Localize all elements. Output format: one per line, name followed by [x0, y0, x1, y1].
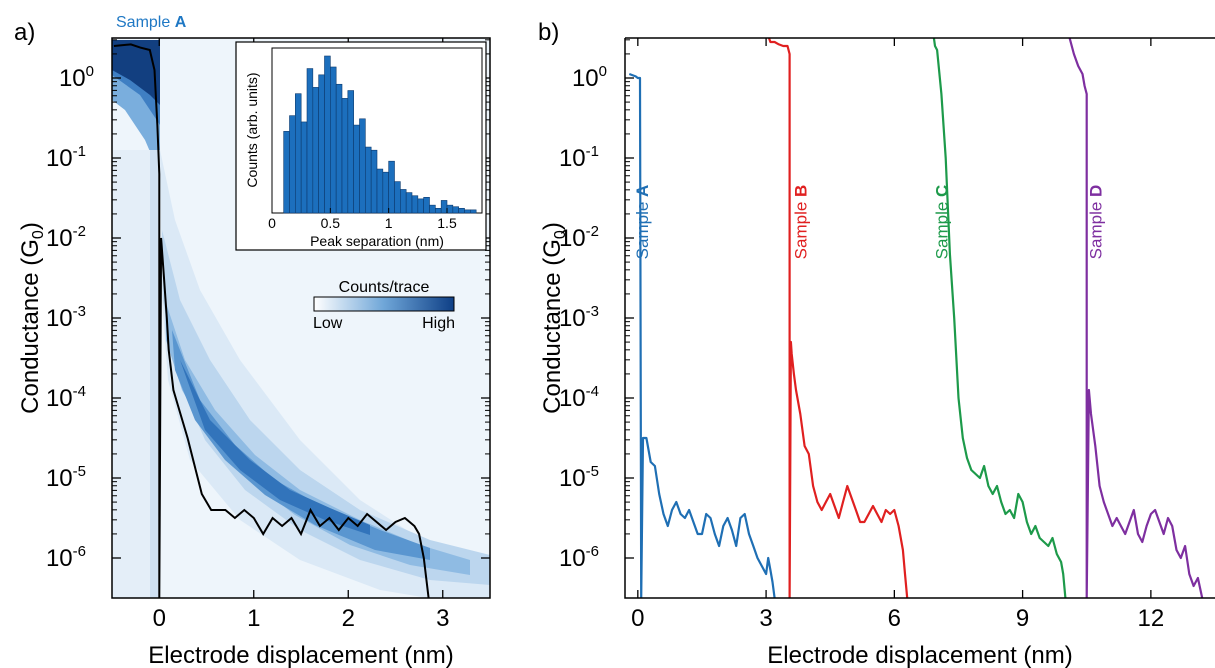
inset-bar — [400, 189, 407, 214]
panel-b-x-tick-label: 12 — [1138, 605, 1165, 632]
inset-bar — [411, 195, 419, 214]
panel-a-y-tick-label: 10-1 — [46, 143, 86, 172]
colorbar: Counts/trace Low High — [313, 279, 455, 332]
panel-b-x-tick-label: 3 — [759, 605, 772, 632]
panel-b-x-tick-label: 0 — [631, 605, 644, 632]
inset-bar — [388, 160, 395, 214]
inset-bar — [335, 83, 343, 214]
colorbar-gradient — [313, 296, 455, 312]
series-line-sample-a — [628, 72, 776, 598]
series-label-sample-c: Sample C — [932, 185, 951, 260]
panel-b-x-tick-label: 9 — [1016, 605, 1029, 632]
panel-a-x-tick-label: 0 — [153, 605, 166, 632]
series-label-sample-a: Sample A — [633, 185, 652, 260]
inset-bar — [435, 207, 442, 214]
panel-a-y-tick-label: 100 — [59, 63, 94, 92]
inset-bar — [423, 197, 430, 214]
inset-bar — [458, 207, 465, 214]
inset-bar — [347, 90, 354, 214]
inset-bar — [330, 66, 337, 214]
series-label-sample-b: Sample B — [791, 185, 810, 260]
inset-bar — [376, 168, 384, 214]
inset-bar — [365, 146, 372, 214]
panel-b-traces — [628, 38, 1204, 598]
panel-b-y-tick-label: 10-5 — [559, 463, 599, 492]
panel-a-y-tick-label: 10-5 — [46, 463, 86, 492]
inset-bar — [283, 131, 290, 214]
panel-a-x-tick-label: 1 — [247, 605, 260, 632]
inset-bar — [417, 198, 424, 214]
panel-a-y-tick-label: 10-3 — [46, 303, 86, 332]
inset-bar — [353, 124, 360, 214]
colorbar-low-label: Low — [313, 315, 343, 332]
inset-bar — [289, 115, 296, 214]
panel-b-x-axis-label: Electrode displacement (nm) — [767, 642, 1072, 668]
inset-bar — [440, 200, 448, 214]
inset-histogram: 0 0.5 1 1.5 Counts (arb. units) Peak separa… — [235, 41, 487, 251]
panel-a-y-tick-label: 10-2 — [46, 223, 86, 252]
panel-a-x-axis-label: Electrode displacement (nm) — [148, 642, 453, 668]
inset-bar — [429, 204, 436, 214]
panel-a-y-tick-label: 10-4 — [46, 383, 86, 412]
inset-bar — [452, 206, 459, 214]
inset-bar — [341, 98, 349, 214]
panel-b-label: b) — [538, 19, 559, 46]
panel-a-x-tick-label: 2 — [342, 605, 355, 632]
series-line-sample-c — [932, 38, 1067, 598]
panel-b-plot-frame — [624, 37, 1215, 599]
panel-b-y-tick-label: 100 — [572, 63, 607, 92]
panel-a-y-axis-label: Conductance (G0) — [17, 222, 47, 414]
panel-b-y-tick-label: 10-1 — [559, 143, 599, 172]
inset-bar — [295, 93, 302, 214]
inset-bar — [382, 171, 389, 214]
panel-a-y-tick-label: 10-6 — [46, 543, 86, 572]
panel-b-y-axis-label: Conductance (G0) — [539, 222, 569, 414]
colorbar-high-label: High — [422, 315, 455, 332]
inset-bar — [464, 209, 471, 214]
series-line-sample-b — [767, 38, 909, 598]
inset-bar — [318, 74, 325, 214]
inset-x-tick-label: 0.5 — [321, 215, 341, 231]
inset-bar — [324, 55, 331, 214]
inset-frame — [235, 41, 487, 251]
inset-bar — [306, 68, 314, 214]
inset-bar — [359, 118, 366, 214]
panel-a-example-trace — [113, 43, 430, 598]
inset-bar — [370, 149, 378, 214]
inset-bar — [470, 209, 477, 214]
inset-bar — [394, 181, 401, 214]
panel-b-x-tick-label: 6 — [888, 605, 901, 632]
panel-b-y-tick-label: 10-2 — [559, 223, 599, 252]
series-label-sample-d: Sample D — [1086, 185, 1105, 260]
panel-b-y-tick-label: 10-3 — [559, 303, 599, 332]
inset-x-tick-label: 0 — [268, 215, 276, 231]
panel-a-sample-title: Sample A — [116, 14, 187, 31]
inset-bar — [300, 121, 308, 214]
inset-x-axis-label: Peak separation (nm) — [310, 233, 444, 249]
panel-a-x-tick-label: 3 — [436, 605, 449, 632]
inset-y-axis-label: Counts (arb. units) — [244, 72, 260, 187]
inset-bar — [446, 204, 454, 214]
panel-b-y-tick-label: 10-4 — [559, 383, 599, 412]
panel-a-trace-line — [113, 43, 430, 598]
inset-x-tick-label: 1 — [385, 215, 393, 231]
inset-x-tick-label: 1.5 — [437, 215, 457, 231]
inset-bar — [405, 192, 413, 214]
panel-b-series-labels: Sample A Sample B Sample C Sample D — [633, 185, 1105, 260]
series-line-sample-d — [1068, 38, 1204, 598]
panel-b-y-tick-label: 10-6 — [559, 543, 599, 572]
inset-bar — [312, 87, 319, 214]
colorbar-title: Counts/trace — [339, 279, 430, 296]
panel-a-label: a) — [14, 19, 35, 46]
